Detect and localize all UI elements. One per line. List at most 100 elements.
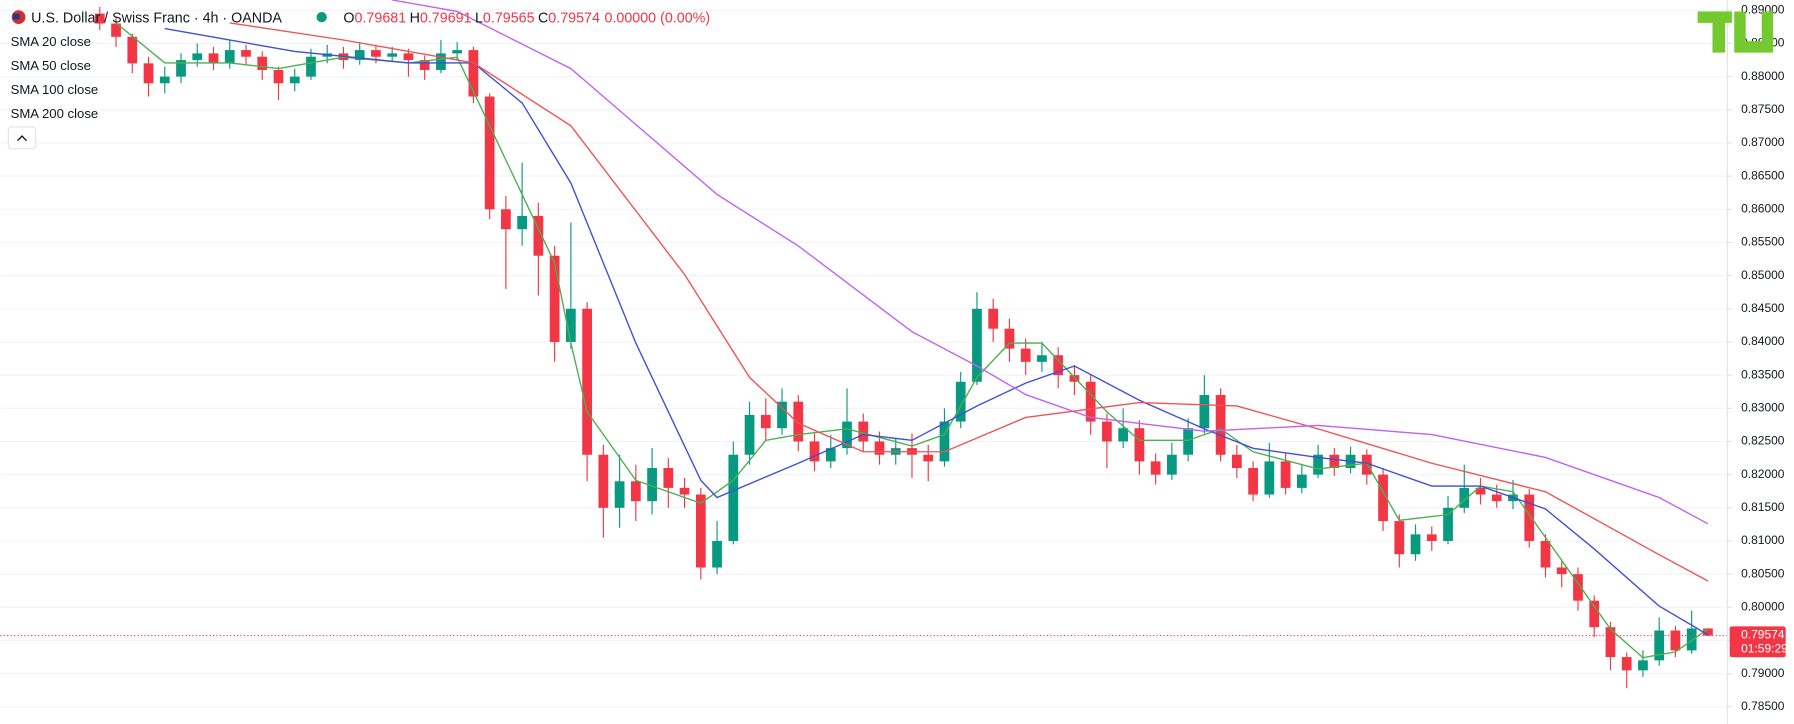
candle-body (257, 56, 268, 70)
market-status-dot[interactable] (316, 12, 327, 23)
candle-body (760, 414, 771, 429)
flag-icon-part (12, 13, 20, 20)
candle-body (1102, 421, 1112, 442)
y-tick-label: 0.78500 (1741, 699, 1785, 713)
legend-entry: SMA 20 close (11, 34, 91, 49)
candle-body (1491, 494, 1502, 502)
y-tick-label: 0.80000 (1741, 599, 1785, 613)
candle-body (874, 441, 885, 455)
candle-body (1215, 395, 1226, 455)
y-tick-label: 0.88000 (1741, 69, 1785, 83)
candle-body (630, 481, 641, 502)
candle-body (842, 421, 852, 449)
candle-body (1459, 487, 1470, 508)
candle-body (858, 421, 869, 442)
symbol-header: U.S. Dollar / Swiss Franc · 4h · OANDA (31, 10, 282, 26)
candle-body (1150, 461, 1161, 475)
candle-body (484, 96, 495, 210)
y-tick-label: 0.81500 (1741, 500, 1785, 514)
candle-body (1248, 468, 1258, 495)
candle-body (1670, 630, 1681, 651)
ohlc-value: 0.79574 (548, 10, 600, 26)
legend-entry: SMA 50 close (11, 58, 91, 73)
sma-line (392, 0, 1709, 525)
candle-body (533, 215, 544, 256)
candle-body (809, 441, 820, 462)
candle-body (1199, 395, 1210, 429)
candle-body (1378, 474, 1388, 522)
candle-body (403, 53, 414, 61)
candle-body (192, 53, 203, 61)
candle-body (1426, 534, 1437, 541)
candle-body (111, 23, 121, 37)
plot (0, 0, 1728, 689)
candle-body (224, 50, 235, 64)
ohlc-key: H (410, 10, 420, 26)
candle-body (1053, 355, 1064, 376)
candle-body (1589, 600, 1600, 628)
collapse-button-box[interactable] (7, 126, 37, 150)
y-tick-label: 0.82500 (1741, 434, 1785, 448)
candle-body (1231, 454, 1242, 469)
candle-body (744, 414, 755, 455)
legend: SMA 20 close SMA 50 close SMA 100 close SMA… (11, 34, 99, 121)
candle-body (452, 50, 463, 54)
y-tick-label: 0.89000 (1741, 2, 1785, 16)
candle-body (598, 454, 609, 508)
candle-body (1556, 567, 1567, 575)
ohlc-values: O0.79681 H0.79691 L0.79565 C0.79574 0.00000 … (343, 10, 710, 26)
candle-body (728, 454, 739, 541)
ohlc-value: 0.79565 (483, 10, 535, 26)
y-tick-label: 0.87000 (1741, 135, 1785, 149)
candle-body (582, 308, 592, 455)
y-tick-label: 0.85000 (1741, 268, 1785, 282)
ohlc-value: 0.79691 (420, 10, 472, 26)
candle-body (1638, 660, 1648, 671)
candle-body (549, 255, 560, 342)
candle-body (1361, 454, 1372, 475)
candle-body (1037, 355, 1047, 362)
candle-body (679, 487, 690, 495)
candle-body (1443, 507, 1453, 541)
candle-body (273, 69, 284, 84)
candle-body (1296, 474, 1307, 488)
candle-body (1573, 574, 1583, 601)
candle-body (1540, 540, 1551, 568)
candle-body (1524, 494, 1535, 541)
candle-body (517, 215, 528, 230)
y-tick-label: 0.84000 (1741, 334, 1785, 348)
sma-line (115, 22, 1709, 659)
candle-body (972, 308, 982, 382)
bar-countdown: 01:59:29 (1741, 641, 1788, 655)
y-tick-label: 0.80500 (1741, 566, 1785, 580)
candle-body (468, 50, 479, 97)
candle-body (1313, 454, 1323, 475)
logo (1697, 11, 1774, 53)
symbol-title: U.S. Dollar / Swiss Franc · 4h · OANDA (31, 10, 282, 26)
sma-line (164, 27, 1709, 636)
candle-body (955, 381, 966, 422)
y-tick-label: 0.83500 (1741, 367, 1785, 381)
last-price-label: 0.79574 (1741, 628, 1785, 642)
collapse-button[interactable] (7, 126, 37, 150)
candle-body (143, 63, 154, 84)
candle-body (825, 448, 836, 462)
y-tick-label: 0.79000 (1741, 666, 1785, 680)
candle-body (614, 481, 625, 508)
candle-body (1020, 348, 1031, 362)
y-tick-label: 0.87500 (1741, 102, 1785, 116)
candle-body (1069, 375, 1080, 382)
ohlc-key: C (538, 10, 548, 26)
candle-body (565, 308, 576, 342)
candle-body (1183, 428, 1194, 455)
y-tick-label: 0.82000 (1741, 467, 1785, 481)
y-tick-label: 0.85500 (1741, 235, 1785, 249)
candle-body (988, 308, 999, 329)
candle-body (1004, 328, 1015, 349)
candle-body (1394, 521, 1405, 555)
logo-t-stem (1712, 11, 1726, 53)
candle-body (1134, 428, 1145, 462)
candle-body (127, 36, 138, 64)
